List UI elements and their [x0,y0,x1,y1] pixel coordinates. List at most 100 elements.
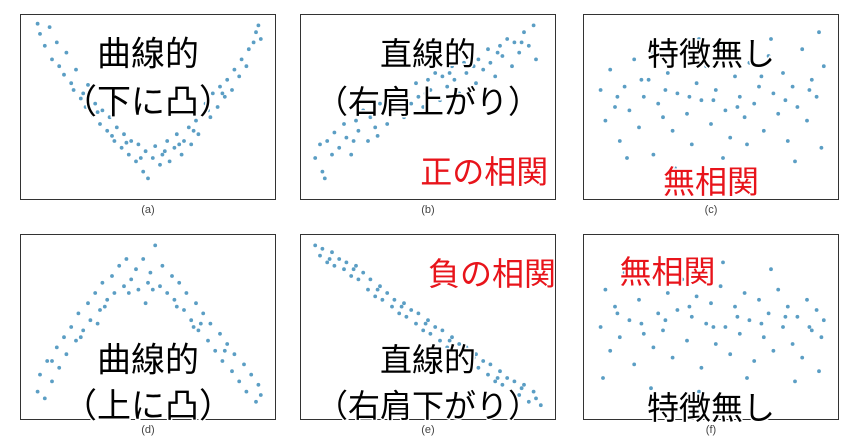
data-point [100,280,105,285]
data-point [759,321,764,326]
data-point [242,362,246,367]
data-point [351,139,356,143]
data-point [617,335,622,340]
data-point [237,74,242,79]
data-point [697,37,701,41]
data-point [538,403,543,408]
data-point [390,94,394,99]
annotation-text: 曲線的 [97,35,199,75]
scatter-panel: 特徴無し 無相関 (c) [583,14,839,222]
data-point [95,110,100,114]
data-point [320,246,325,251]
data-point [709,301,713,306]
data-point [649,386,653,391]
data-point [112,139,117,143]
data-point [167,159,172,164]
data-point [728,352,733,357]
data-point [50,359,54,363]
data-point [194,301,198,306]
data-point [522,30,526,35]
panel-caption: (f) [705,424,717,436]
data-point [651,345,656,350]
data-point [177,142,182,147]
data-point [254,30,258,35]
data-point [795,105,800,109]
data-point [208,115,213,120]
data-point [354,118,358,123]
data-point [474,352,478,357]
data-point [122,132,126,137]
data-point [191,128,196,133]
data-point [426,77,430,82]
data-point [81,91,86,96]
data-point [519,386,524,391]
scatter-panel: 特徴無し 無相関 (f) [583,234,839,442]
data-point [493,379,498,384]
data-point [126,152,131,157]
data-point [399,105,404,109]
data-point [615,311,620,316]
data-point [665,291,670,295]
data-point [639,321,644,326]
data-point [440,74,445,79]
data-point [819,145,824,150]
correlation-label: 無相関 [663,163,759,201]
data-point [745,376,749,380]
data-point [783,314,788,319]
data-point [733,304,737,309]
data-point [54,345,59,350]
data-point [93,291,98,295]
data-point [172,145,177,150]
data-point [373,125,378,130]
data-point [186,125,191,130]
data-point [663,88,668,92]
data-point [122,284,126,289]
data-point [146,280,150,285]
data-point [709,122,713,126]
data-point [428,88,433,92]
data-point [239,57,244,62]
data-point [45,359,50,363]
data-point [617,139,622,143]
data-point [50,57,54,62]
data-point [210,91,215,96]
data-point [718,43,723,48]
data-point [476,57,481,62]
data-point [356,128,361,133]
data-point [153,144,158,149]
data-point [733,74,737,79]
correlation-label: 負の相関 [428,255,556,293]
data-point [723,325,728,329]
data-point [474,81,478,86]
data-point [416,311,421,316]
data-point [680,277,685,282]
data-point [208,321,213,326]
data-point [639,77,644,82]
data-point [450,64,454,69]
plot-frame [300,234,556,420]
data-point [757,297,761,302]
data-point [114,125,119,130]
data-point [471,355,476,360]
data-point [694,294,699,299]
data-point [769,37,773,41]
annotation-text: 曲線的 [97,341,199,381]
data-point [615,94,620,99]
scatter-plot: 曲線的 （下に凸） [20,14,276,200]
data-point [809,77,814,82]
annotation-text: （下に凸） [63,83,233,123]
data-point [517,393,522,397]
data-point [129,139,134,143]
data-point [510,389,514,394]
data-point [179,152,184,157]
data-point [805,297,809,302]
data-point [325,139,330,143]
data-point [134,267,138,272]
data-point [512,40,517,45]
data-point [704,64,709,69]
correlation-label: 無相関 [619,253,715,291]
data-point [380,297,385,302]
data-point [704,321,709,326]
data-point [165,291,170,295]
data-point [64,50,69,55]
